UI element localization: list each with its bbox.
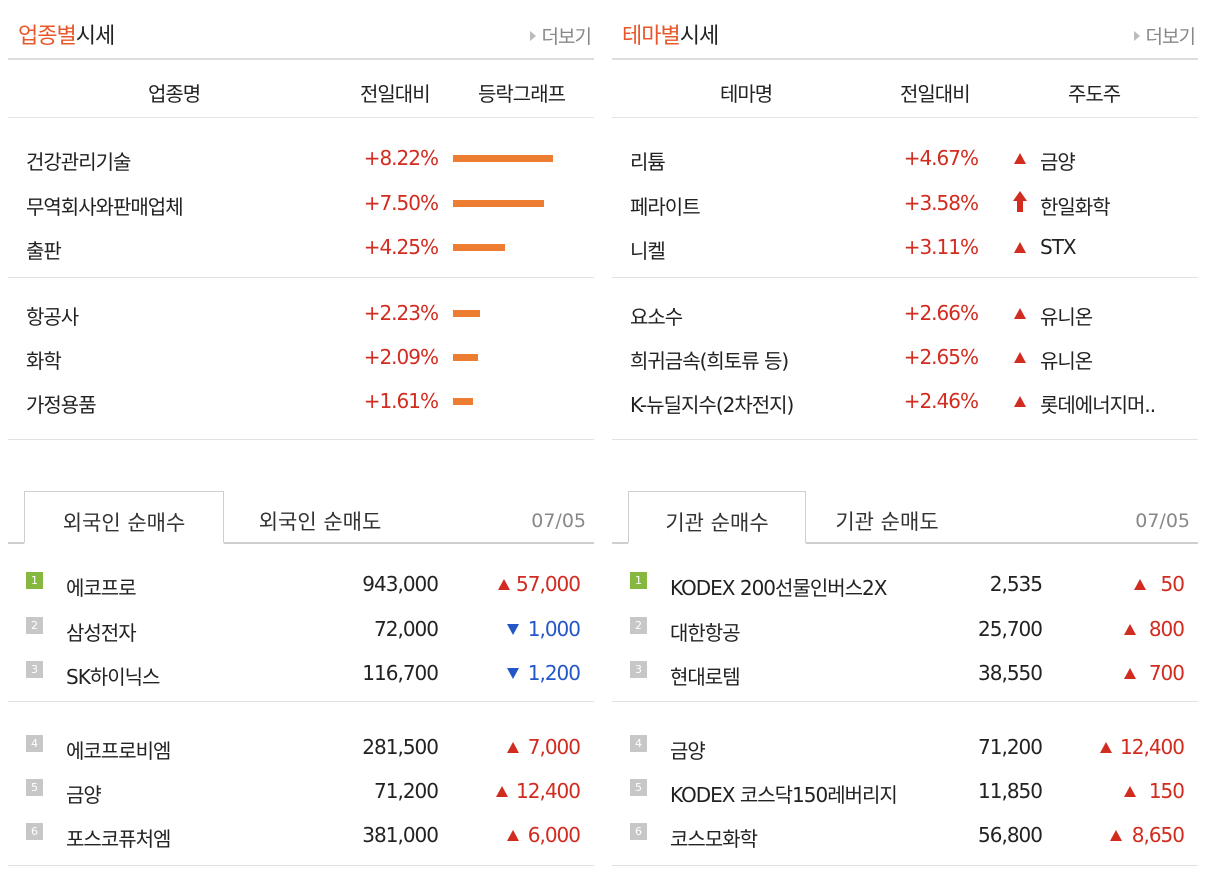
foreign-group-1: 1 에코프로 943,000 57,000 2 삼성전자 72,000 1,00… xyxy=(8,544,594,702)
sector-column-headers: 업종명 전일대비 등락그래프 xyxy=(8,60,594,118)
up-triangle-icon xyxy=(1134,572,1146,596)
rank-badge: 2 xyxy=(630,617,647,634)
change-bar xyxy=(453,398,473,405)
up-triangle-icon xyxy=(1100,735,1112,759)
up-triangle-icon xyxy=(507,735,519,759)
rank-badge: 2 xyxy=(26,617,43,634)
up-triangle-icon xyxy=(1014,235,1026,259)
list-item[interactable]: 화학 +2.09% xyxy=(8,343,594,373)
up-triangle-icon xyxy=(1124,617,1136,641)
theme-group-2: 요소수 +2.66% 유니온 희귀금속(희토류 등) +2.65% 유니온 K-… xyxy=(612,278,1198,440)
more-arrow-icon xyxy=(1133,30,1140,41)
foreign-panel: 외국인 순매수 외국인 순매도 07/05 1 에코프로 943,000 57,… xyxy=(8,490,594,866)
theme-title: 테마별시세 xyxy=(622,24,719,49)
change-bar xyxy=(453,310,480,317)
institution-tabs: 기관 순매수 기관 순매도 07/05 xyxy=(612,490,1198,544)
col-graph: 등락그래프 xyxy=(478,82,566,106)
theme-group-1: 리튬 +4.67% 금양 페라이트 +3.58% 한일화학 니켈 +3.11% … xyxy=(612,118,1198,278)
up-triangle-icon xyxy=(1014,345,1026,369)
up-triangle-icon xyxy=(1110,823,1122,847)
table-row[interactable]: 2 삼성전자 72,000 1,000 xyxy=(8,615,594,645)
table-row[interactable]: 6 포스코퓨처엠 381,000 6,000 xyxy=(8,821,594,851)
change-bar xyxy=(453,244,505,251)
table-row[interactable]: 1 KODEX 200선물인버스2X 2,535 50 xyxy=(612,570,1198,600)
list-item[interactable]: 항공사 +2.23% xyxy=(8,299,594,329)
more-arrow-icon xyxy=(529,30,536,41)
up-triangle-icon xyxy=(507,823,519,847)
up-triangle-icon xyxy=(1014,301,1026,325)
theme-panel: 테마별시세 더보기 테마명 전일대비 주도주 리튬 +4.67% 금양 페라이트… xyxy=(612,0,1198,440)
table-row[interactable]: 5 KODEX 코스닥150레버리지 11,850 150 xyxy=(612,777,1198,807)
up-triangle-icon xyxy=(1124,779,1136,803)
change-bar xyxy=(453,200,544,207)
list-item[interactable]: K-뉴딜지수(2차전지) +2.46% 롯데에너지머.. xyxy=(630,389,1156,417)
institution-date: 07/05 xyxy=(1135,510,1190,532)
tab-foreign-sell[interactable]: 외국인 순매도 xyxy=(258,510,382,534)
rank-badge: 5 xyxy=(630,779,647,796)
down-triangle-icon xyxy=(507,661,519,685)
rank-badge: 3 xyxy=(630,661,647,678)
up-triangle-icon xyxy=(1124,661,1136,685)
foreign-date: 07/05 xyxy=(531,510,586,532)
tab-institution-sell[interactable]: 기관 순매도 xyxy=(835,510,939,534)
list-item[interactable]: 출판 +4.25% xyxy=(8,233,594,263)
institution-group-2: 4 금양 71,200 12,400 5 KODEX 코스닥150레버리지 11… xyxy=(612,702,1198,866)
list-item[interactable]: 건강관리기술 +8.22% xyxy=(8,144,594,174)
list-item[interactable]: 요소수 +2.66% 유니온 xyxy=(630,301,1093,329)
rank-badge: 4 xyxy=(26,735,43,752)
up-triangle-icon xyxy=(498,572,510,596)
sector-group-2: 항공사 +2.23% 화학 +2.09% 가정용품 +1.61% xyxy=(8,278,594,440)
tab-institution-buy[interactable]: 기관 순매수 xyxy=(628,491,806,544)
col-change: 전일대비 xyxy=(900,82,971,106)
institution-panel: 기관 순매수 기관 순매도 07/05 1 KODEX 200선물인버스2X 2… xyxy=(612,490,1198,866)
sector-panel: 업종별시세 더보기 업종명 전일대비 등락그래프 건강관리기술 +8.22% 무… xyxy=(8,0,594,440)
up-triangle-icon xyxy=(1014,146,1026,170)
table-row[interactable]: 6 코스모화학 56,800 8,650 xyxy=(612,821,1198,851)
change-bar xyxy=(453,155,553,162)
col-change: 전일대비 xyxy=(360,82,431,106)
sector-group-1: 건강관리기술 +8.22% 무역회사와판매업체 +7.50% 출판 +4.25% xyxy=(8,118,594,278)
table-row[interactable]: 3 SK하이닉스 116,700 1,200 xyxy=(8,659,594,689)
col-leader: 주도주 xyxy=(1068,82,1121,106)
list-item[interactable]: 무역회사와판매업체 +7.50% xyxy=(8,189,594,219)
up-arrow-icon xyxy=(1013,191,1027,213)
list-item[interactable]: 가정용품 +1.61% xyxy=(8,387,594,417)
institution-group-1: 1 KODEX 200선물인버스2X 2,535 50 2 대한항공 25,70… xyxy=(612,544,1198,702)
table-row[interactable]: 4 에코프로비엠 281,500 7,000 xyxy=(8,733,594,763)
col-theme-name: 테마명 xyxy=(720,82,773,106)
rank-badge: 1 xyxy=(26,572,43,589)
theme-column-headers: 테마명 전일대비 주도주 xyxy=(612,60,1198,118)
list-item[interactable]: 니켈 +3.11% STX xyxy=(630,235,1077,263)
sector-more-link[interactable]: 더보기 xyxy=(529,22,592,49)
list-item[interactable]: 희귀금속(희토류 등) +2.65% 유니온 xyxy=(630,345,1093,373)
table-row[interactable]: 5 금양 71,200 12,400 xyxy=(8,777,594,807)
table-row[interactable]: 1 에코프로 943,000 57,000 xyxy=(8,570,594,600)
theme-header: 테마별시세 더보기 xyxy=(612,0,1198,60)
table-row[interactable]: 2 대한항공 25,700 800 xyxy=(612,615,1198,645)
down-triangle-icon xyxy=(507,617,519,641)
list-item[interactable]: 페라이트 +3.58% 한일화학 xyxy=(630,191,1111,219)
list-item[interactable]: 리튬 +4.67% 금양 xyxy=(630,146,1076,174)
rank-badge: 1 xyxy=(630,572,647,589)
rank-badge: 4 xyxy=(630,735,647,752)
foreign-group-2: 4 에코프로비엠 281,500 7,000 5 금양 71,200 12,40… xyxy=(8,702,594,866)
up-triangle-icon xyxy=(496,779,508,803)
sector-title: 업종별시세 xyxy=(18,24,115,49)
rank-badge: 6 xyxy=(26,823,43,840)
table-row[interactable]: 4 금양 71,200 12,400 xyxy=(612,733,1198,763)
rank-badge: 5 xyxy=(26,779,43,796)
theme-more-link[interactable]: 더보기 xyxy=(1133,22,1196,49)
rank-badge: 3 xyxy=(26,661,43,678)
tab-foreign-buy[interactable]: 외국인 순매수 xyxy=(24,491,224,544)
change-bar xyxy=(453,354,478,361)
up-triangle-icon xyxy=(1014,389,1026,413)
table-row[interactable]: 3 현대로템 38,550 700 xyxy=(612,659,1198,689)
sector-header: 업종별시세 더보기 xyxy=(8,0,594,60)
col-sector-name: 업종명 xyxy=(148,82,201,106)
foreign-tabs: 외국인 순매수 외국인 순매도 07/05 xyxy=(8,490,594,544)
rank-badge: 6 xyxy=(630,823,647,840)
